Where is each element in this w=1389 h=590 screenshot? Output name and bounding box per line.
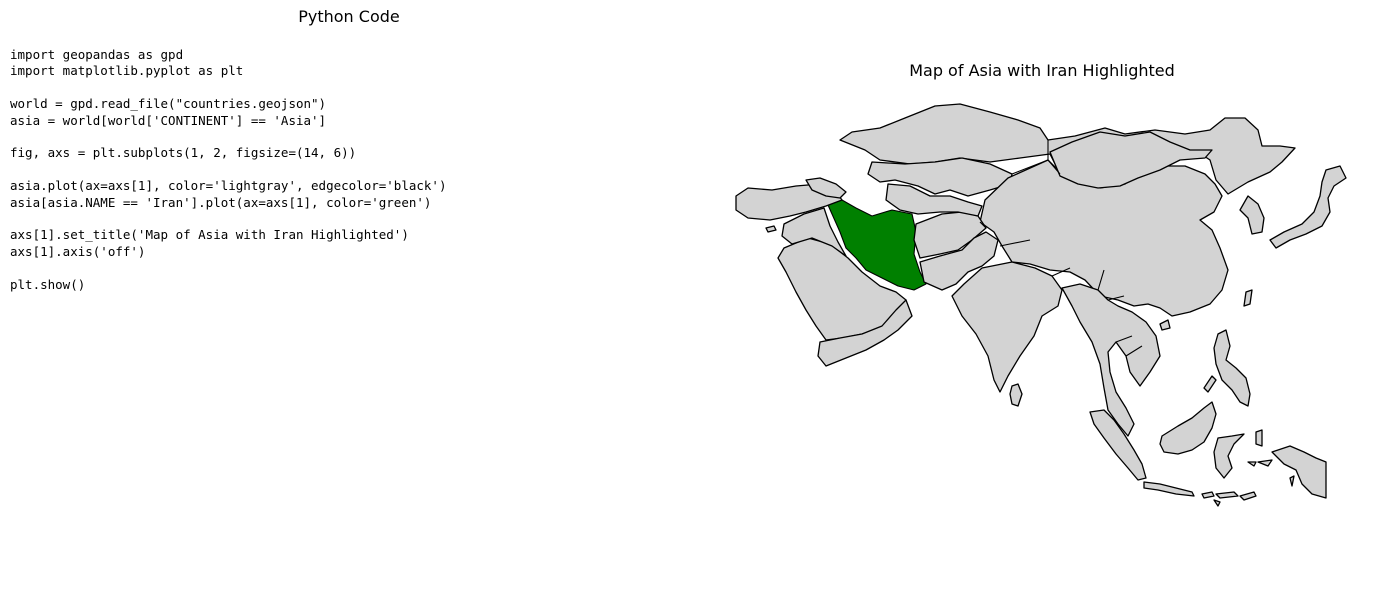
country-mongolia bbox=[1049, 131, 1213, 189]
country-new-guinea bbox=[1271, 445, 1327, 499]
country-sri-lanka bbox=[1009, 383, 1023, 407]
country-moluccas bbox=[1247, 429, 1295, 487]
country-turkey bbox=[735, 183, 843, 221]
country-kazakhstan bbox=[867, 157, 1013, 197]
country-borneo bbox=[1159, 401, 1217, 455]
country-pakistan bbox=[919, 231, 999, 291]
country-palawan bbox=[1203, 375, 1217, 393]
country-hainan bbox=[1159, 319, 1171, 331]
country-caucasus bbox=[805, 177, 847, 199]
country-java bbox=[1143, 481, 1195, 497]
code-panel-title: Python Code bbox=[298, 7, 400, 26]
country-yemen-oman bbox=[817, 299, 913, 367]
country-cyprus bbox=[765, 225, 777, 233]
border-lines bbox=[979, 140, 1143, 357]
country-sumatra bbox=[1089, 409, 1147, 481]
country-philippines bbox=[1213, 329, 1251, 407]
country-korea bbox=[1239, 195, 1265, 235]
map-title: Map of Asia with Iran Highlighted bbox=[909, 61, 1175, 80]
country-turkmenistan-uzbekistan bbox=[885, 183, 983, 217]
country-lesser-sunda bbox=[1201, 491, 1257, 507]
country-sulawesi bbox=[1213, 433, 1245, 479]
country-indochina bbox=[1061, 283, 1161, 437]
country-iraq-syria bbox=[781, 207, 847, 257]
python-code-block: import geopandas as gpd import matplotli… bbox=[10, 47, 447, 292]
country-japan bbox=[1269, 165, 1347, 249]
country-taiwan bbox=[1243, 289, 1253, 307]
country-india bbox=[951, 261, 1063, 393]
